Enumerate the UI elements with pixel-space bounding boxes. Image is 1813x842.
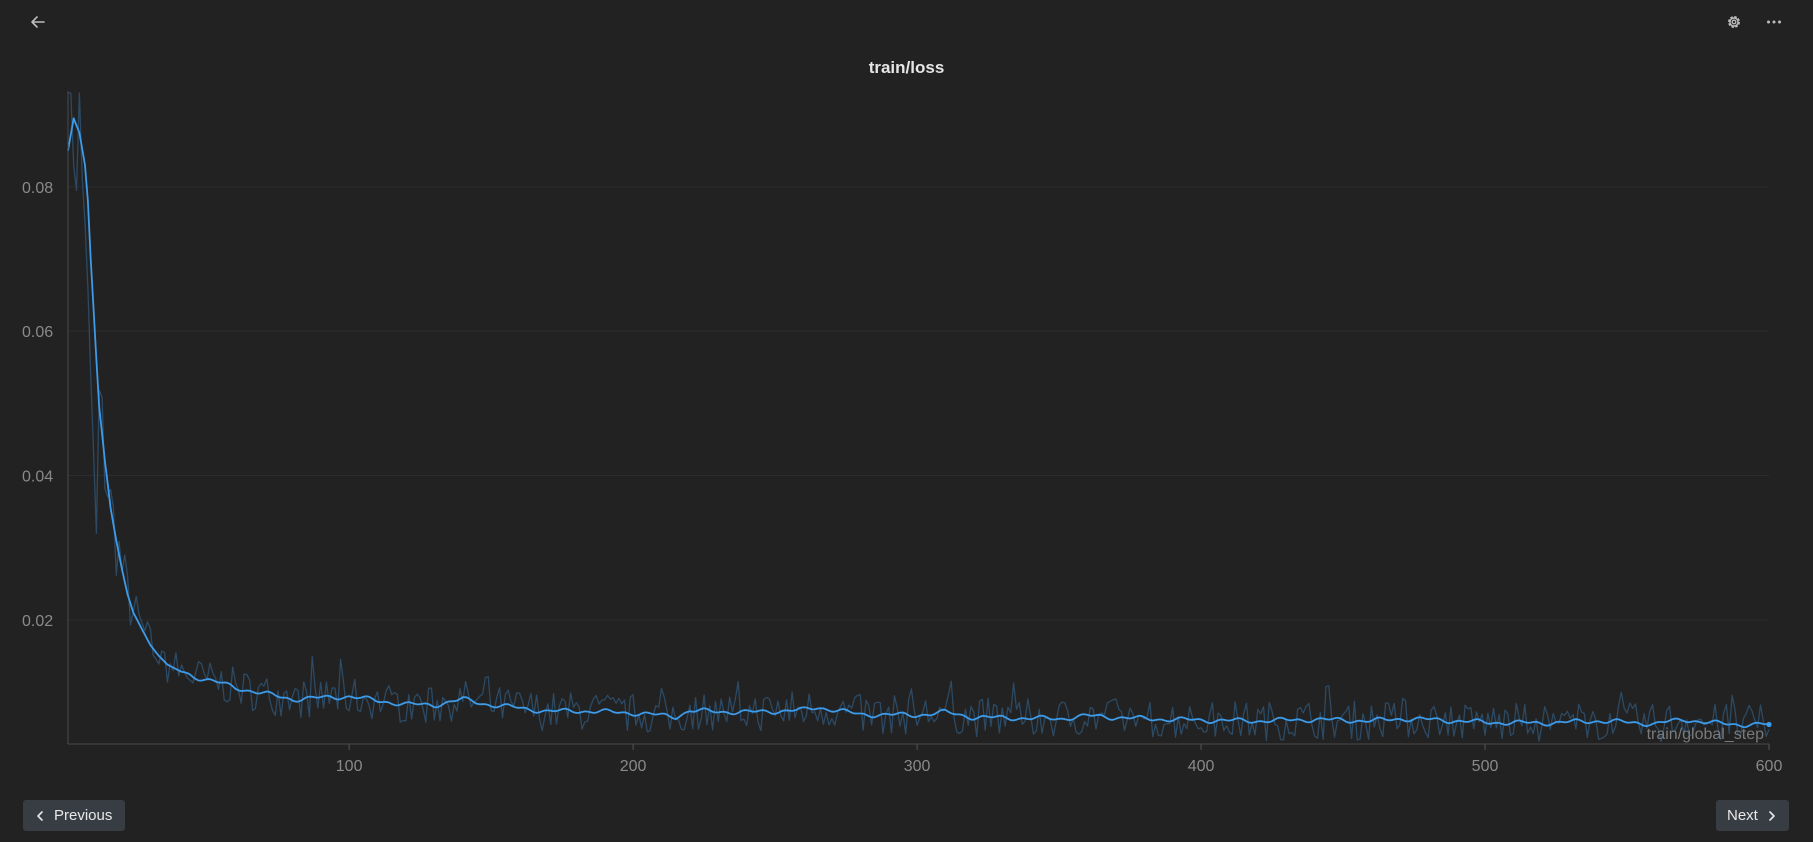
x-axis-label: train/global_step	[1647, 726, 1765, 743]
x-tick-label: 500	[1472, 758, 1499, 775]
x-tick-label: 300	[904, 758, 931, 775]
y-tick-label: 0.04	[22, 469, 53, 486]
settings-button[interactable]	[1720, 8, 1748, 36]
y-tick-label: 0.02	[22, 613, 53, 630]
x-tick-label: 600	[1756, 758, 1783, 775]
smoothed-loss-line	[67, 117, 1770, 728]
raw-series	[68, 92, 1770, 743]
raw-loss-line	[68, 92, 1770, 743]
gear-icon	[1728, 16, 1740, 28]
y-tick-label: 0.06	[22, 324, 53, 341]
x-tick-label: 200	[620, 758, 647, 775]
grid-lines	[68, 186, 1769, 621]
tick-labels: 0.02 0.04 0.06 0.08 100 200 300 400 500 600	[22, 180, 1782, 775]
chart-title: train/loss	[868, 58, 945, 77]
chevron-right-icon	[1769, 810, 1775, 821]
line-chart: 0.02 0.04 0.06 0.08 100 200 300 400 500 600 train…	[22, 91, 1782, 775]
next-label: Next	[1727, 807, 1758, 824]
smoothed-series	[67, 117, 1772, 728]
more-options-button[interactable]	[1760, 8, 1788, 36]
back-button[interactable]	[24, 8, 52, 36]
last-point-marker	[1766, 721, 1772, 728]
previous-button[interactable]: Previous	[23, 800, 125, 831]
more-horizontal-icon	[1767, 20, 1781, 24]
arrow-left-icon	[31, 16, 45, 28]
previous-label: Previous	[54, 807, 113, 824]
y-tick-label: 0.08	[22, 180, 53, 197]
axes	[67, 91, 1770, 750]
chevron-left-icon	[37, 810, 43, 821]
next-button[interactable]: Next	[1716, 800, 1789, 831]
x-tick-label: 100	[336, 758, 363, 775]
x-tick-label: 400	[1188, 758, 1215, 775]
